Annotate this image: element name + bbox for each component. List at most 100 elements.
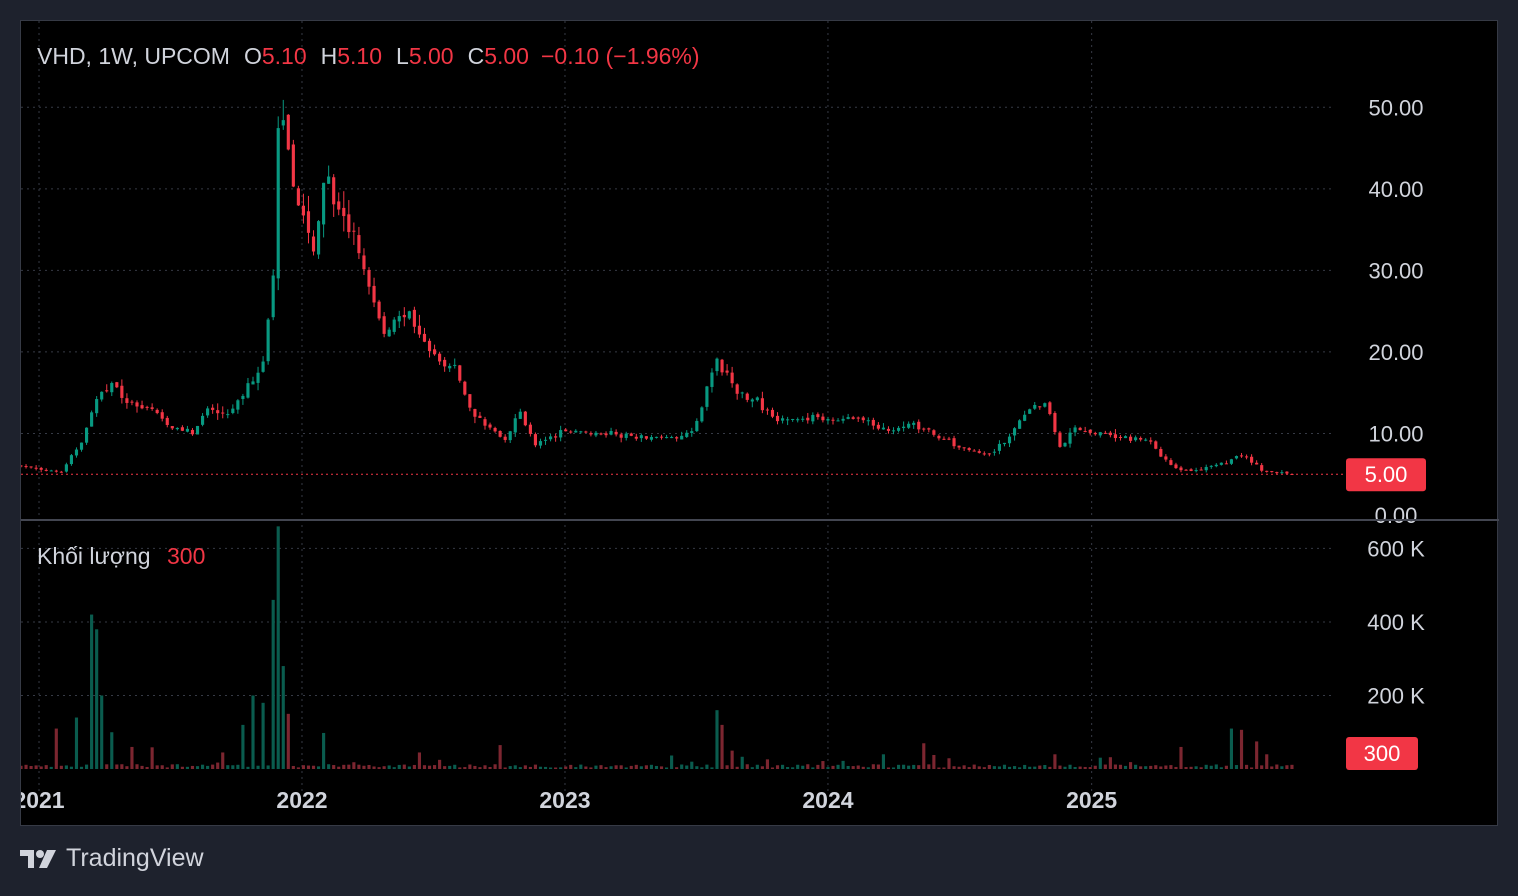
candle-body bbox=[947, 438, 951, 440]
volume-bar bbox=[221, 752, 225, 769]
candle-body bbox=[432, 349, 437, 355]
candle-body bbox=[140, 405, 144, 409]
candle-body bbox=[1285, 471, 1289, 474]
chart-svg[interactable]: 0.00 10.00 20.00 30.00 40.00 50.00 200 K 400 K 6… bbox=[21, 21, 1499, 827]
candle-body bbox=[1209, 465, 1213, 467]
candle-body bbox=[1154, 441, 1158, 449]
volume-bar bbox=[150, 747, 154, 769]
symbol-label[interactable]: VHD, 1W, UPCOM bbox=[37, 43, 230, 69]
volume-bar bbox=[432, 765, 437, 769]
candle-body bbox=[216, 410, 220, 414]
volume-bar bbox=[589, 767, 593, 769]
time-axis-tick: 2022 bbox=[276, 787, 327, 813]
candle-body bbox=[559, 430, 563, 438]
volume-bar bbox=[246, 766, 250, 769]
volume-bar bbox=[685, 765, 689, 769]
candle-body bbox=[347, 214, 351, 233]
candle-body bbox=[1149, 440, 1153, 442]
candle-body bbox=[382, 316, 386, 334]
volume-bar bbox=[559, 767, 563, 769]
candle-body bbox=[1108, 432, 1112, 436]
candle-body bbox=[518, 411, 522, 419]
candle-body bbox=[165, 417, 169, 425]
volume-bar bbox=[866, 767, 870, 769]
candle-body bbox=[917, 421, 921, 430]
volume-bar bbox=[24, 764, 28, 769]
volume-bar bbox=[675, 767, 679, 769]
volume-bar bbox=[891, 767, 896, 769]
candle-body bbox=[907, 423, 911, 428]
candle-body bbox=[735, 384, 739, 394]
open-label: O bbox=[243, 43, 262, 69]
candle-body bbox=[296, 188, 300, 206]
candle-body bbox=[811, 414, 815, 422]
volume-label[interactable]: Khối lượng bbox=[37, 543, 151, 569]
candle-body bbox=[775, 415, 780, 422]
volume-bar bbox=[1018, 767, 1022, 769]
volume-bar bbox=[780, 764, 785, 769]
candle-body bbox=[1214, 464, 1218, 467]
tradingview-watermark[interactable]: TradingView bbox=[20, 844, 204, 873]
candle-body bbox=[1093, 432, 1097, 435]
candle-body bbox=[695, 420, 699, 432]
volume-legend: Khối lượng 300 bbox=[37, 543, 205, 570]
candle-body bbox=[760, 398, 764, 411]
volume-bar bbox=[967, 767, 971, 769]
candle-body bbox=[755, 397, 759, 401]
volume-bar bbox=[337, 766, 341, 769]
volume-bar bbox=[816, 764, 820, 769]
candle-body bbox=[750, 399, 754, 402]
candle-body bbox=[1033, 404, 1037, 409]
candle-body bbox=[342, 207, 346, 217]
candle-body bbox=[180, 427, 184, 431]
chart-area[interactable]: 0.00 10.00 20.00 30.00 40.00 50.00 200 K 400 K 6… bbox=[20, 20, 1499, 827]
candle-body bbox=[316, 221, 321, 255]
volume-bar bbox=[49, 766, 53, 769]
candle-body bbox=[1250, 456, 1254, 463]
volume-bar bbox=[165, 767, 169, 769]
candle-body bbox=[1204, 467, 1208, 471]
candle-body bbox=[932, 430, 936, 435]
volume-bar bbox=[715, 710, 719, 769]
candle-body bbox=[1224, 463, 1228, 465]
volume-bar bbox=[1093, 765, 1097, 769]
volume-bar bbox=[876, 764, 880, 769]
candle-body bbox=[937, 435, 941, 439]
candle-body bbox=[543, 439, 548, 441]
volume-bar bbox=[564, 766, 568, 769]
candle-body bbox=[100, 391, 104, 400]
candle-body bbox=[44, 469, 48, 471]
candle-body bbox=[155, 409, 159, 414]
candle-body bbox=[1083, 431, 1087, 433]
candle-body bbox=[972, 450, 976, 452]
volume-bar bbox=[508, 766, 512, 769]
volume-bar bbox=[1179, 746, 1183, 769]
candle-body bbox=[871, 419, 875, 426]
volume-bar bbox=[1033, 766, 1037, 769]
volume-bar bbox=[710, 767, 714, 769]
volume-bar bbox=[791, 767, 795, 769]
candle-body bbox=[145, 406, 149, 408]
volume-bar bbox=[39, 766, 43, 769]
candle-body bbox=[992, 451, 996, 453]
candle-body bbox=[957, 445, 961, 448]
volume-bar bbox=[503, 767, 507, 769]
volume-bar bbox=[1058, 765, 1062, 769]
candle-body bbox=[311, 236, 316, 252]
candle-body bbox=[1280, 472, 1284, 474]
volume-bar bbox=[902, 764, 906, 769]
volume-bar bbox=[654, 765, 659, 769]
candle-body bbox=[377, 301, 381, 319]
candle-body bbox=[281, 120, 285, 126]
candle-body bbox=[206, 408, 210, 416]
volume-bar bbox=[397, 764, 401, 769]
candle-body bbox=[372, 285, 376, 303]
candle-body bbox=[412, 309, 416, 327]
candle-body bbox=[589, 433, 593, 435]
candle-body bbox=[670, 437, 674, 439]
candle-body bbox=[84, 427, 89, 443]
candle-body bbox=[977, 451, 981, 453]
candle-body bbox=[654, 436, 659, 438]
candle-body bbox=[448, 365, 452, 369]
volume-bar bbox=[755, 764, 759, 769]
